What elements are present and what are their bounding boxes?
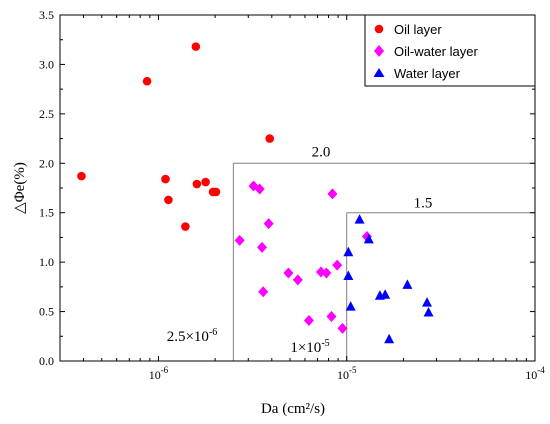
water-layer-point — [345, 301, 356, 311]
oil-layer-point — [77, 171, 86, 181]
oil-water-layer-point — [327, 188, 338, 200]
y-tick-label: 0.5 — [39, 305, 54, 319]
data-points — [77, 42, 434, 344]
water-layer-point — [343, 246, 354, 257]
oil-layer-point — [211, 187, 221, 197]
y-tick-label: 3.5 — [39, 8, 54, 22]
y-axis-title: △Φe(%) — [12, 162, 28, 214]
boundary-label-y1: 2.0 — [312, 144, 331, 160]
legend-marker-water — [373, 68, 385, 77]
y-tick-label: 1.5 — [39, 206, 54, 220]
water-layer-point — [380, 289, 391, 299]
axes: 0.0 0.5 1.0 1.5 2.0 2.5 3.0 3.5 10-6 10-5 10-4 — [39, 8, 545, 382]
oil-water-layer-point — [303, 314, 314, 326]
water-layer-point — [354, 214, 365, 224]
y-tick-label: 1.0 — [39, 255, 54, 269]
x-axis-title: Da (cm²/s) — [261, 401, 325, 417]
y-tick-label: 3.0 — [39, 57, 54, 71]
oil-water-layer-point — [337, 322, 348, 334]
oil-layer-point — [161, 174, 170, 184]
legend-marker-oilwater — [374, 45, 384, 57]
x-tick-label: 10-5 — [337, 365, 357, 382]
legend-label-oil: Oil layer — [394, 22, 442, 37]
oil-layer-point — [192, 179, 202, 189]
oil-water-layer-point — [263, 218, 274, 230]
oil-water-layer-point — [321, 267, 332, 279]
legend-marker-oil — [374, 24, 384, 34]
oil-water-layer-point — [292, 274, 303, 286]
x-tick-label: 10-6 — [149, 365, 169, 382]
water-layer-point — [384, 333, 395, 344]
oil-water-layer-point — [332, 259, 343, 271]
oil-layer-point — [164, 195, 173, 205]
boundary-label-y2: 1.5 — [414, 196, 433, 212]
water-layer-point — [423, 307, 434, 317]
y-tick-label: 0.0 — [39, 354, 54, 368]
oil-water-layer-point — [254, 183, 265, 195]
boundary-label-x2: 1×10-5 — [290, 338, 329, 356]
oil-layer-point — [265, 134, 275, 143]
legend: Oil layer Oil-water layer Water layer — [364, 14, 536, 87]
oil-water-layer-point — [283, 267, 294, 279]
legend-label-oilwater: Oil-water layer — [394, 44, 478, 59]
oil-layer-point — [181, 222, 190, 231]
oil-water-layer-point — [234, 234, 245, 246]
water-layer-point — [422, 297, 433, 307]
oil-layer-point — [142, 76, 152, 86]
legend-label-water: Water layer — [394, 66, 461, 81]
y-tick-label: 2.5 — [39, 107, 54, 121]
oil-water-layer-point — [258, 286, 269, 298]
y-tick-label: 2.0 — [39, 156, 54, 170]
boundary-annotations: 2.0 1.5 2.5×10-6 1×10-5 — [167, 144, 433, 356]
oil-water-layer-point — [257, 241, 268, 253]
boundary-lines — [232, 162, 535, 361]
water-layer-point — [402, 279, 413, 289]
oil-layer-point — [201, 177, 210, 187]
boundary-label-x1: 2.5×10-6 — [167, 327, 218, 345]
oil-layer-point — [191, 42, 201, 51]
water-layer-point — [343, 270, 354, 280]
oil-water-layer-point — [326, 311, 337, 323]
water-layer-point — [363, 233, 374, 244]
legend-box — [364, 14, 536, 87]
x-tick-label: 10-4 — [525, 365, 545, 382]
